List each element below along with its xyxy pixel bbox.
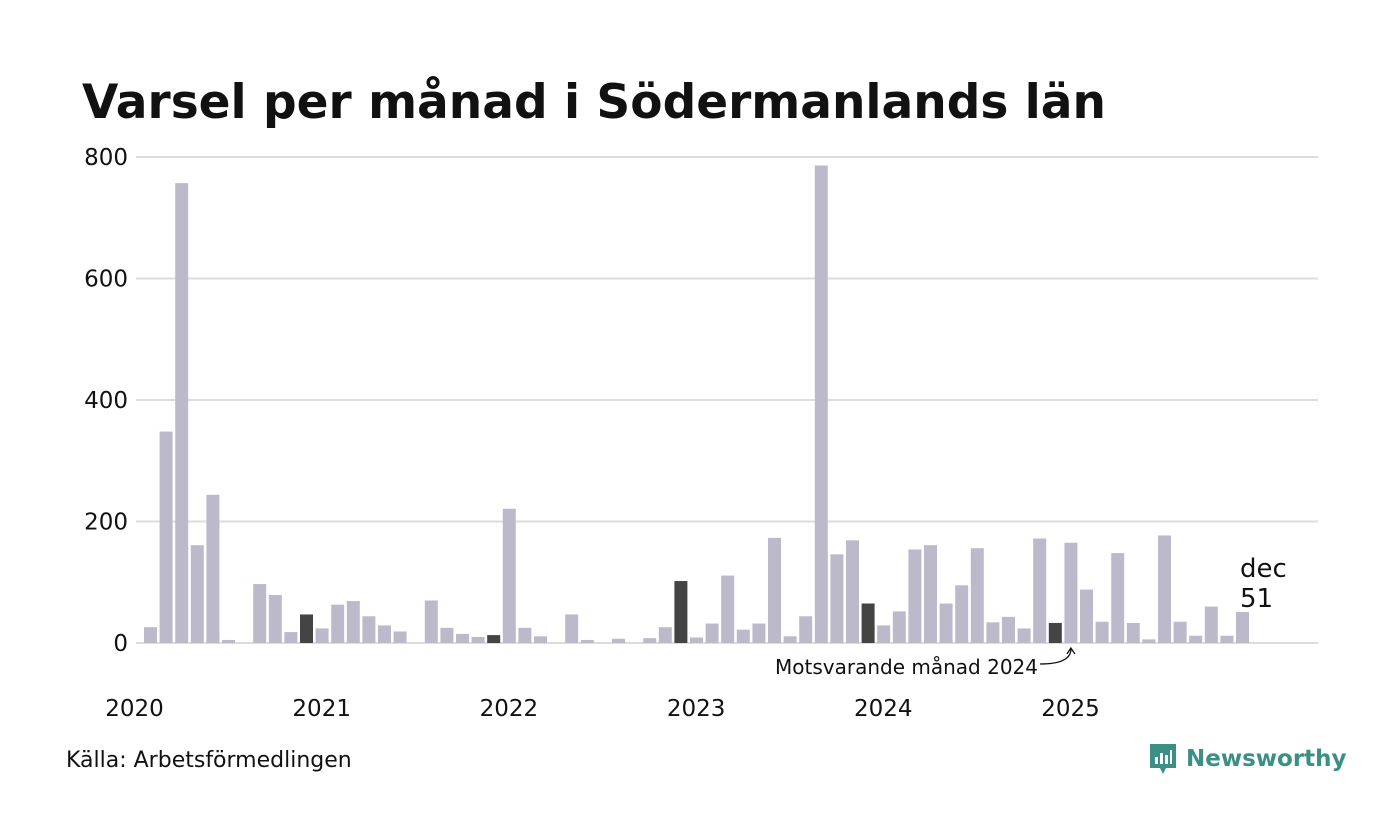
bar	[1189, 635, 1203, 643]
bar	[440, 627, 454, 643]
bar	[1158, 535, 1171, 643]
bar	[159, 431, 173, 643]
y-tick-label: 800	[84, 145, 128, 171]
bar	[970, 548, 984, 643]
bar	[1017, 628, 1031, 643]
bar	[1220, 635, 1234, 643]
bar	[1111, 553, 1125, 643]
bar	[799, 616, 813, 643]
bar	[752, 623, 766, 643]
bar	[424, 600, 438, 643]
y-tick-label: 400	[84, 388, 128, 414]
bar	[674, 581, 688, 643]
bar	[1173, 621, 1187, 643]
bar	[861, 603, 875, 643]
bar	[580, 639, 594, 643]
bar	[1236, 612, 1249, 643]
bar	[175, 183, 189, 643]
bar	[378, 625, 391, 643]
bar	[690, 637, 703, 643]
bar	[315, 628, 329, 643]
last-value-text: 51	[1240, 584, 1273, 614]
bar	[331, 604, 345, 643]
bar	[1095, 621, 1109, 643]
bar	[1142, 639, 1156, 643]
annotation-arrow	[1039, 646, 1076, 665]
bar	[456, 633, 469, 643]
annotation-text: Motsvarande månad 2024	[775, 655, 1038, 679]
brand-logo: Newsworthy	[1148, 742, 1347, 776]
bar	[1033, 538, 1047, 643]
bar	[190, 545, 204, 643]
x-tick-label: 2022	[480, 696, 539, 722]
x-tick-label: 2020	[105, 696, 164, 722]
bar	[736, 629, 750, 643]
annotation: Motsvarande månad 2024	[775, 646, 1076, 679]
bar	[612, 638, 625, 643]
bar	[643, 638, 657, 643]
bar	[253, 584, 267, 643]
x-tick-label: 2024	[854, 696, 913, 722]
bar	[1002, 616, 1015, 643]
bar	[362, 616, 376, 643]
bar	[206, 494, 220, 643]
bar	[877, 625, 891, 643]
y-tick-label: 200	[84, 510, 128, 536]
brand-name: Newsworthy	[1186, 746, 1347, 772]
last-value-label: dec 51	[1240, 554, 1287, 614]
bar	[986, 622, 1000, 643]
bar	[534, 636, 547, 643]
source-text: Källa: Arbetsförmedlingen	[66, 748, 352, 773]
bar	[1080, 589, 1093, 643]
last-month-label: dec	[1240, 554, 1287, 584]
bars	[144, 165, 1249, 643]
bar	[830, 554, 844, 643]
bar	[268, 595, 282, 643]
bar	[1126, 622, 1140, 643]
gridlines	[136, 156, 1318, 644]
bar	[1064, 542, 1078, 643]
bar	[471, 636, 485, 643]
bar	[658, 627, 672, 643]
bar	[222, 639, 235, 643]
bar	[284, 632, 298, 643]
bar	[939, 603, 953, 643]
bar	[144, 627, 157, 643]
bar	[924, 545, 937, 643]
bar	[346, 601, 360, 643]
bar	[487, 635, 501, 643]
bar	[705, 623, 719, 643]
bar	[768, 537, 781, 643]
bar	[1048, 622, 1062, 643]
bar	[1204, 606, 1218, 643]
bar	[300, 614, 313, 643]
bar	[846, 540, 859, 643]
y-tick-label: 0	[113, 631, 128, 657]
bar	[565, 614, 579, 643]
bar	[518, 627, 532, 643]
x-axis: 2020 2021 2022 2023 2024 2025	[105, 696, 1100, 722]
x-tick-label: 2023	[667, 696, 726, 722]
bar	[502, 508, 516, 643]
bar	[892, 611, 906, 643]
newsworthy-logo-icon	[1150, 744, 1176, 774]
y-tick-label: 600	[84, 267, 128, 293]
bar	[814, 165, 828, 643]
x-tick-label: 2021	[292, 696, 351, 722]
bar	[955, 585, 969, 643]
bar	[393, 631, 407, 643]
bar	[783, 636, 797, 643]
x-tick-label: 2025	[1041, 696, 1100, 722]
bar	[721, 575, 735, 643]
y-axis: 0 200 400 600 800	[84, 145, 128, 657]
bar	[908, 549, 922, 643]
chart-title: Varsel per månad i Södermanlands län	[82, 75, 1106, 130]
